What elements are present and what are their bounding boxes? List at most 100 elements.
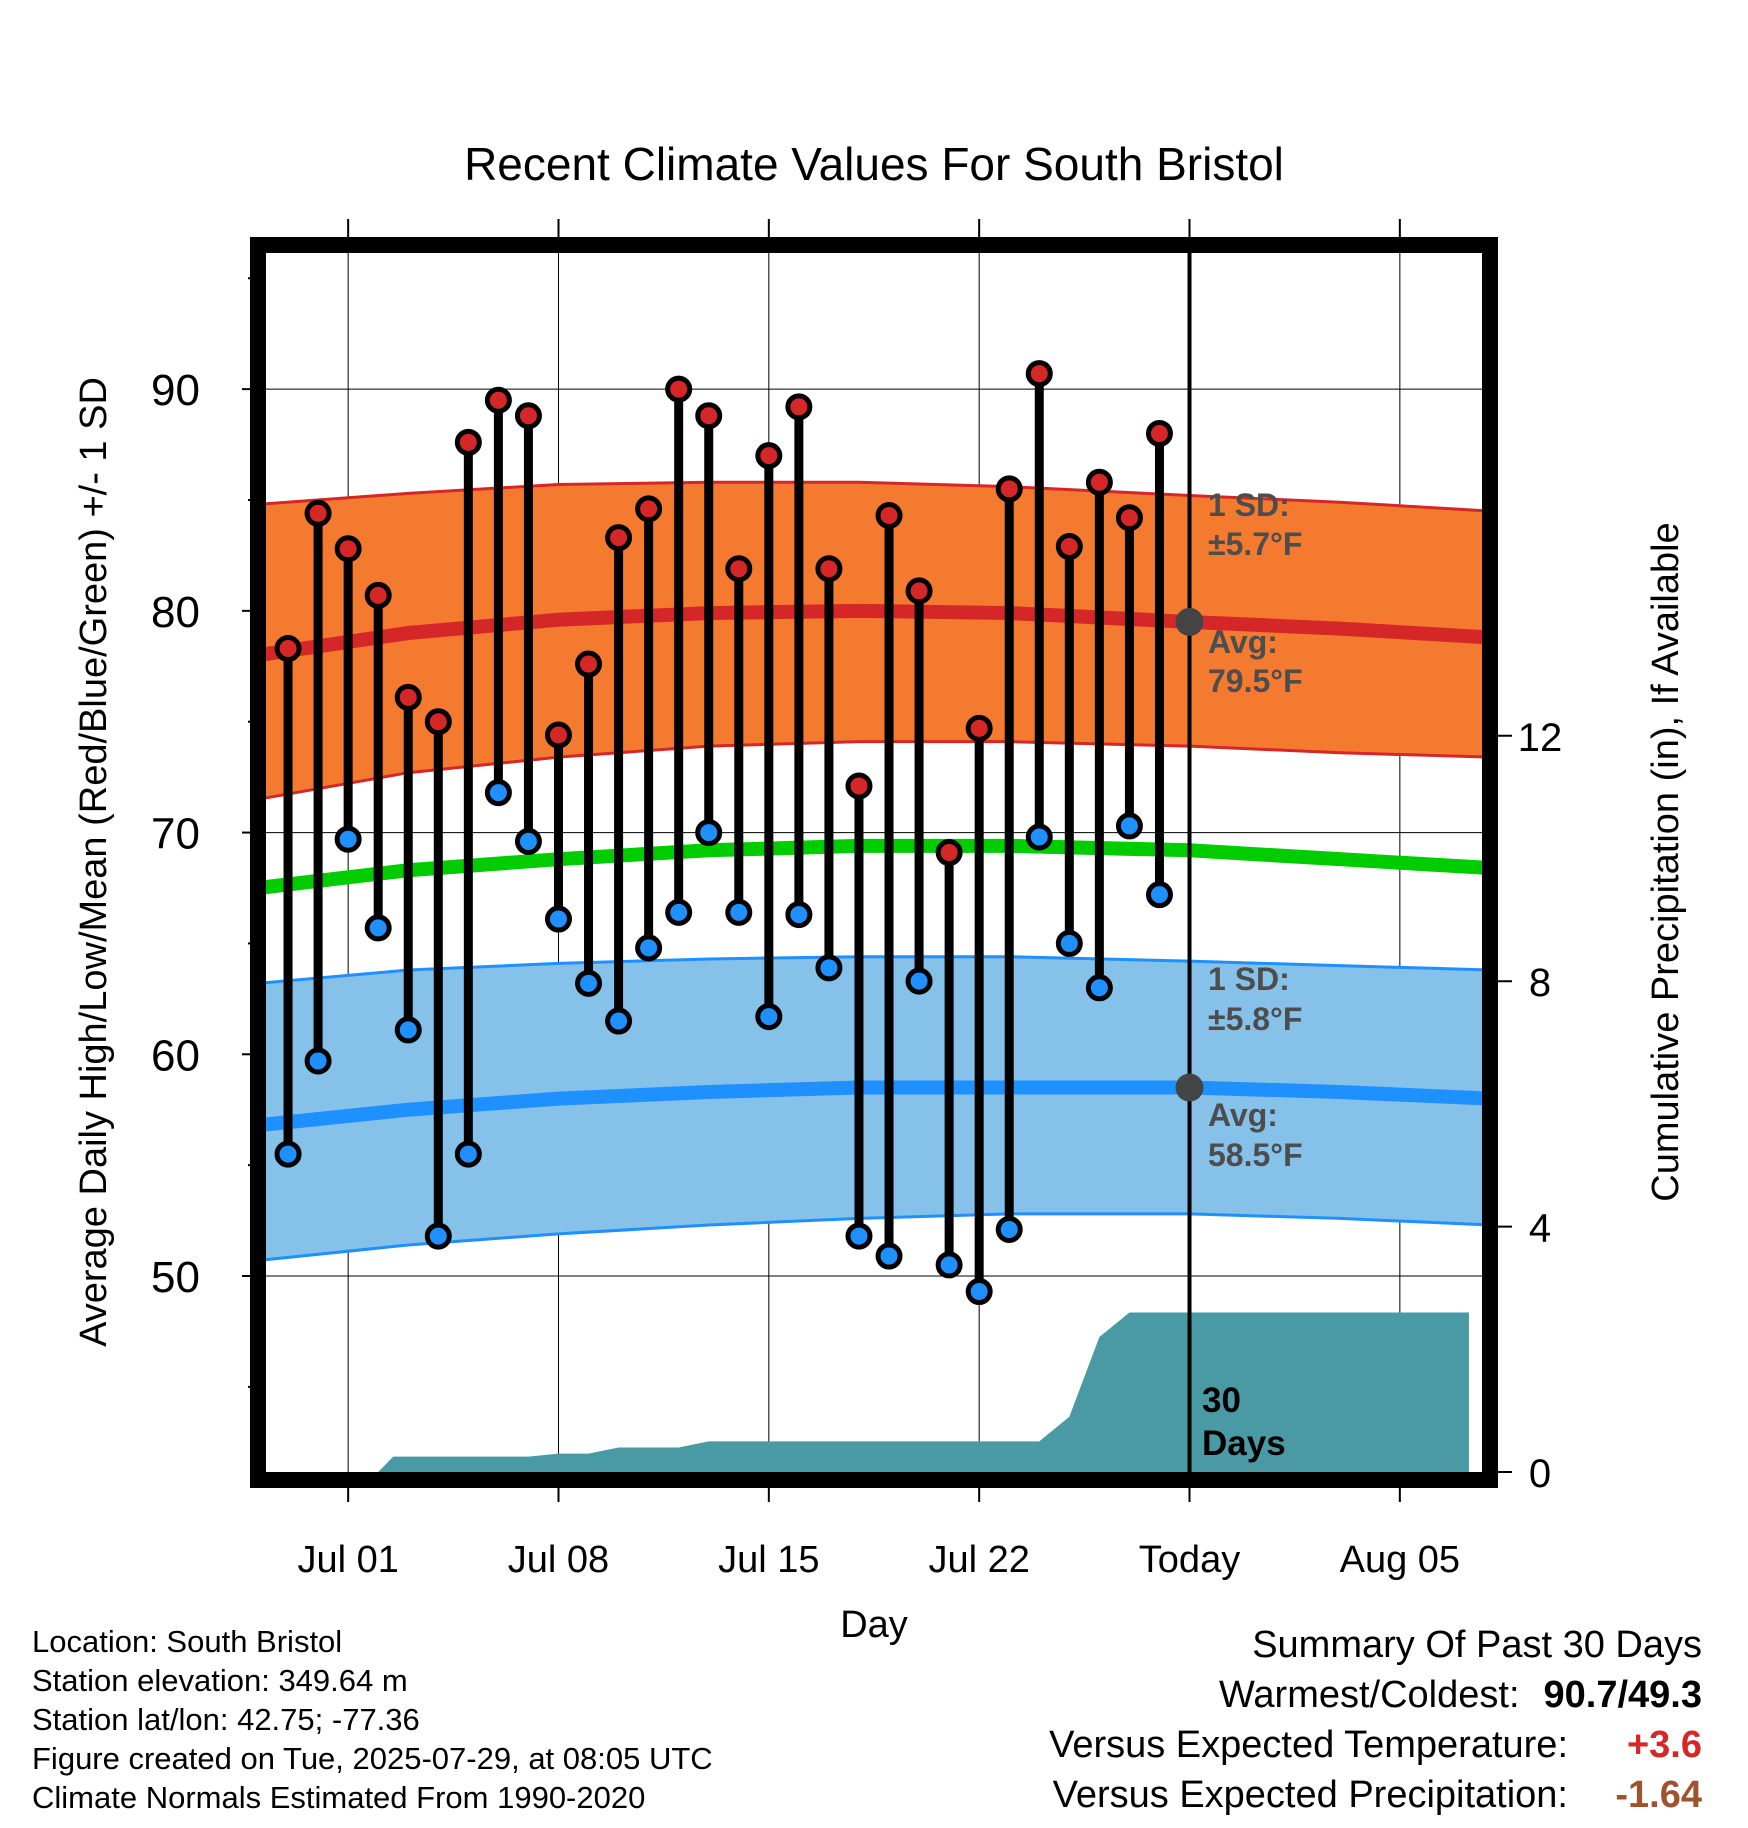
low-sd-value: ±5.8°F bbox=[1208, 1001, 1302, 1037]
daily-high-point bbox=[544, 721, 572, 749]
location-text: Location: South Bristol bbox=[32, 1624, 343, 1659]
daily-range-stems bbox=[283, 373, 1164, 1292]
band-annotations: 1 SD: ±5.7°F Avg: 79.5°F 1 SD: ±5.8°F Av… bbox=[1202, 487, 1303, 1463]
daily-low-point bbox=[1025, 823, 1053, 851]
daily-low-point bbox=[454, 1140, 482, 1168]
low-avg-label: Avg: bbox=[1208, 1097, 1278, 1133]
daily-low-point bbox=[484, 779, 512, 807]
daily-high-point bbox=[665, 375, 693, 403]
x-axis-label: Day bbox=[840, 1604, 908, 1646]
y2-tick-label: 12 bbox=[1518, 716, 1563, 760]
daily-low-point bbox=[394, 1016, 422, 1044]
daily-low-point bbox=[1055, 929, 1083, 957]
high-avg-label: Avg: bbox=[1208, 624, 1278, 660]
daily-high-point bbox=[695, 402, 723, 430]
y-tick-label: 80 bbox=[151, 588, 200, 637]
high-band-lower-edge bbox=[257, 740, 1491, 801]
summary-temp-row: Versus Expected Temperature: +3.6 bbox=[1049, 1720, 1702, 1770]
today-average-markers bbox=[1175, 607, 1204, 1102]
daily-low-point bbox=[695, 819, 723, 847]
daily-low-point bbox=[725, 898, 753, 926]
high-avg-value: 79.5°F bbox=[1208, 663, 1303, 699]
daily-low-point bbox=[1115, 812, 1143, 840]
daily-high-point bbox=[1115, 504, 1143, 532]
y-tick-label: 50 bbox=[151, 1253, 200, 1302]
x-tick-label: Jul 22 bbox=[928, 1539, 1029, 1581]
plot-frame bbox=[250, 237, 1498, 1488]
x-tick-label: Aug 05 bbox=[1340, 1539, 1460, 1581]
normal-bands bbox=[257, 480, 1491, 1262]
daily-high-point bbox=[965, 714, 993, 742]
daily-points bbox=[274, 360, 1173, 1306]
daily-low-point bbox=[364, 914, 392, 942]
precip-value: -1.64 bbox=[1615, 1774, 1702, 1816]
y-tick-label: 60 bbox=[151, 1031, 200, 1080]
daily-high-point bbox=[454, 428, 482, 456]
daily-high-point bbox=[725, 555, 753, 583]
y-tick-label: 90 bbox=[151, 366, 200, 415]
daily-low-point bbox=[424, 1222, 452, 1250]
daily-high-point bbox=[274, 635, 302, 663]
daily-high-point bbox=[364, 581, 392, 609]
created-text: Figure created on Tue, 2025-07-29, at 08… bbox=[32, 1741, 713, 1776]
x-tick-label: Jul 01 bbox=[297, 1539, 398, 1581]
cumulative-precipitation-area bbox=[258, 1312, 1469, 1472]
daily-high-point bbox=[1145, 419, 1173, 447]
x-tick-label: Today bbox=[1139, 1539, 1240, 1581]
daily-low-point bbox=[514, 827, 542, 855]
daily-high-point bbox=[845, 772, 873, 800]
high-average-line bbox=[256, 603, 1491, 663]
daily-low-point bbox=[544, 905, 572, 933]
daily-high-point bbox=[875, 502, 903, 530]
y2-axis-label: Cumulative Precipitation (in), If Availa… bbox=[1645, 522, 1687, 1201]
daily-low-point bbox=[815, 954, 843, 982]
daily-high-point bbox=[1055, 533, 1083, 561]
station-info: Location: South Bristol Station elevatio… bbox=[32, 1622, 713, 1817]
daily-high-point bbox=[815, 555, 843, 583]
daily-low-point bbox=[665, 898, 693, 926]
low-avg-value: 58.5°F bbox=[1208, 1137, 1303, 1173]
high-sd-band bbox=[258, 482, 1490, 800]
daily-low-point bbox=[905, 967, 933, 995]
axes: 50 60 70 80 90 0 4 8 12 Jul 01 Jul 08 Jul 15 Jul 22 T… bbox=[151, 219, 1562, 1581]
daily-high-point bbox=[905, 577, 933, 605]
latlon-text: Station lat/lon: 42.75; -77.36 bbox=[32, 1702, 420, 1737]
high-sd-label: 1 SD: bbox=[1208, 487, 1290, 523]
y-axis-label: Average Daily High/Low/Mean (Red/Blue/Gr… bbox=[73, 377, 115, 1347]
daily-high-point bbox=[785, 393, 813, 421]
elevation-text: Station elevation: 349.64 m bbox=[32, 1663, 408, 1698]
y2-tick-label: 8 bbox=[1529, 961, 1551, 1005]
low-sd-band bbox=[258, 956, 1490, 1261]
daily-high-point bbox=[484, 386, 512, 414]
daily-low-point bbox=[755, 1003, 783, 1031]
daily-low-point bbox=[875, 1242, 903, 1270]
warmest-value: 90.7/49.3 bbox=[1543, 1674, 1702, 1716]
daily-low-point bbox=[785, 901, 813, 929]
precipitation-area bbox=[258, 1312, 1469, 1472]
daily-high-point bbox=[935, 839, 963, 867]
daily-high-point bbox=[995, 475, 1023, 503]
daily-low-point bbox=[1145, 881, 1173, 909]
daily-high-point bbox=[424, 708, 452, 736]
daily-low-point bbox=[845, 1222, 873, 1250]
y2-tick-label: 0 bbox=[1529, 1452, 1551, 1496]
daily-low-point bbox=[605, 1007, 633, 1035]
warmest-label: Warmest/Coldest: bbox=[1218, 1674, 1520, 1716]
summary-panel: Summary Of Past 30 Days Warmest/Coldest:… bbox=[1049, 1620, 1702, 1820]
summary-heading: Summary Of Past 30 Days bbox=[1252, 1624, 1702, 1666]
days-count-label: 30 bbox=[1202, 1381, 1241, 1420]
daily-high-point bbox=[304, 499, 332, 527]
daily-low-point bbox=[935, 1251, 963, 1279]
normals-text: Climate Normals Estimated From 1990-2020 bbox=[32, 1780, 646, 1815]
x-tick-label: Jul 08 bbox=[508, 1539, 609, 1581]
daily-high-point bbox=[514, 402, 542, 430]
daily-high-point bbox=[1025, 360, 1053, 388]
x-tick-label: Jul 15 bbox=[718, 1539, 819, 1581]
daily-low-point bbox=[575, 969, 603, 997]
daily-high-point bbox=[334, 535, 362, 563]
daily-low-point bbox=[995, 1215, 1023, 1243]
high-band-upper-edge bbox=[257, 480, 1491, 513]
low-sd-label: 1 SD: bbox=[1208, 961, 1290, 997]
chart-title: Recent Climate Values For South Bristol bbox=[464, 138, 1284, 190]
